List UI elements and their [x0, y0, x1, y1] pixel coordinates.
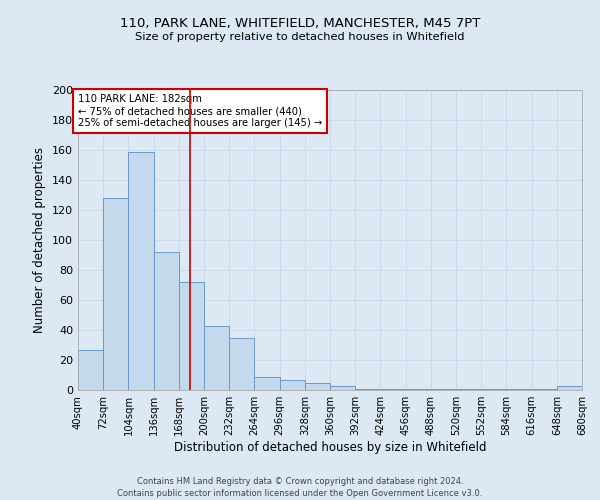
Bar — [229, 338, 254, 390]
Bar — [103, 198, 128, 390]
Text: Contains HM Land Registry data © Crown copyright and database right 2024.: Contains HM Land Registry data © Crown c… — [137, 478, 463, 486]
Bar — [330, 386, 355, 390]
Bar — [179, 282, 204, 390]
Text: 110 PARK LANE: 182sqm
← 75% of detached houses are smaller (440)
25% of semi-det: 110 PARK LANE: 182sqm ← 75% of detached … — [78, 94, 322, 128]
Bar — [380, 388, 406, 390]
Bar — [78, 350, 103, 390]
Text: Contains public sector information licensed under the Open Government Licence v3: Contains public sector information licen… — [118, 489, 482, 498]
Y-axis label: Number of detached properties: Number of detached properties — [34, 147, 46, 333]
Bar — [481, 388, 506, 390]
Bar — [355, 388, 380, 390]
Bar — [305, 382, 330, 390]
Bar — [204, 326, 229, 390]
Bar — [128, 152, 154, 390]
Bar — [431, 388, 456, 390]
Text: 110, PARK LANE, WHITEFIELD, MANCHESTER, M45 7PT: 110, PARK LANE, WHITEFIELD, MANCHESTER, … — [120, 18, 480, 30]
Text: Size of property relative to detached houses in Whitefield: Size of property relative to detached ho… — [135, 32, 465, 42]
Bar — [280, 380, 305, 390]
Bar — [557, 386, 582, 390]
Bar — [532, 388, 557, 390]
Bar — [254, 376, 280, 390]
Bar — [506, 388, 532, 390]
Bar — [456, 388, 481, 390]
Bar — [406, 388, 431, 390]
X-axis label: Distribution of detached houses by size in Whitefield: Distribution of detached houses by size … — [174, 441, 486, 454]
Bar — [154, 252, 179, 390]
